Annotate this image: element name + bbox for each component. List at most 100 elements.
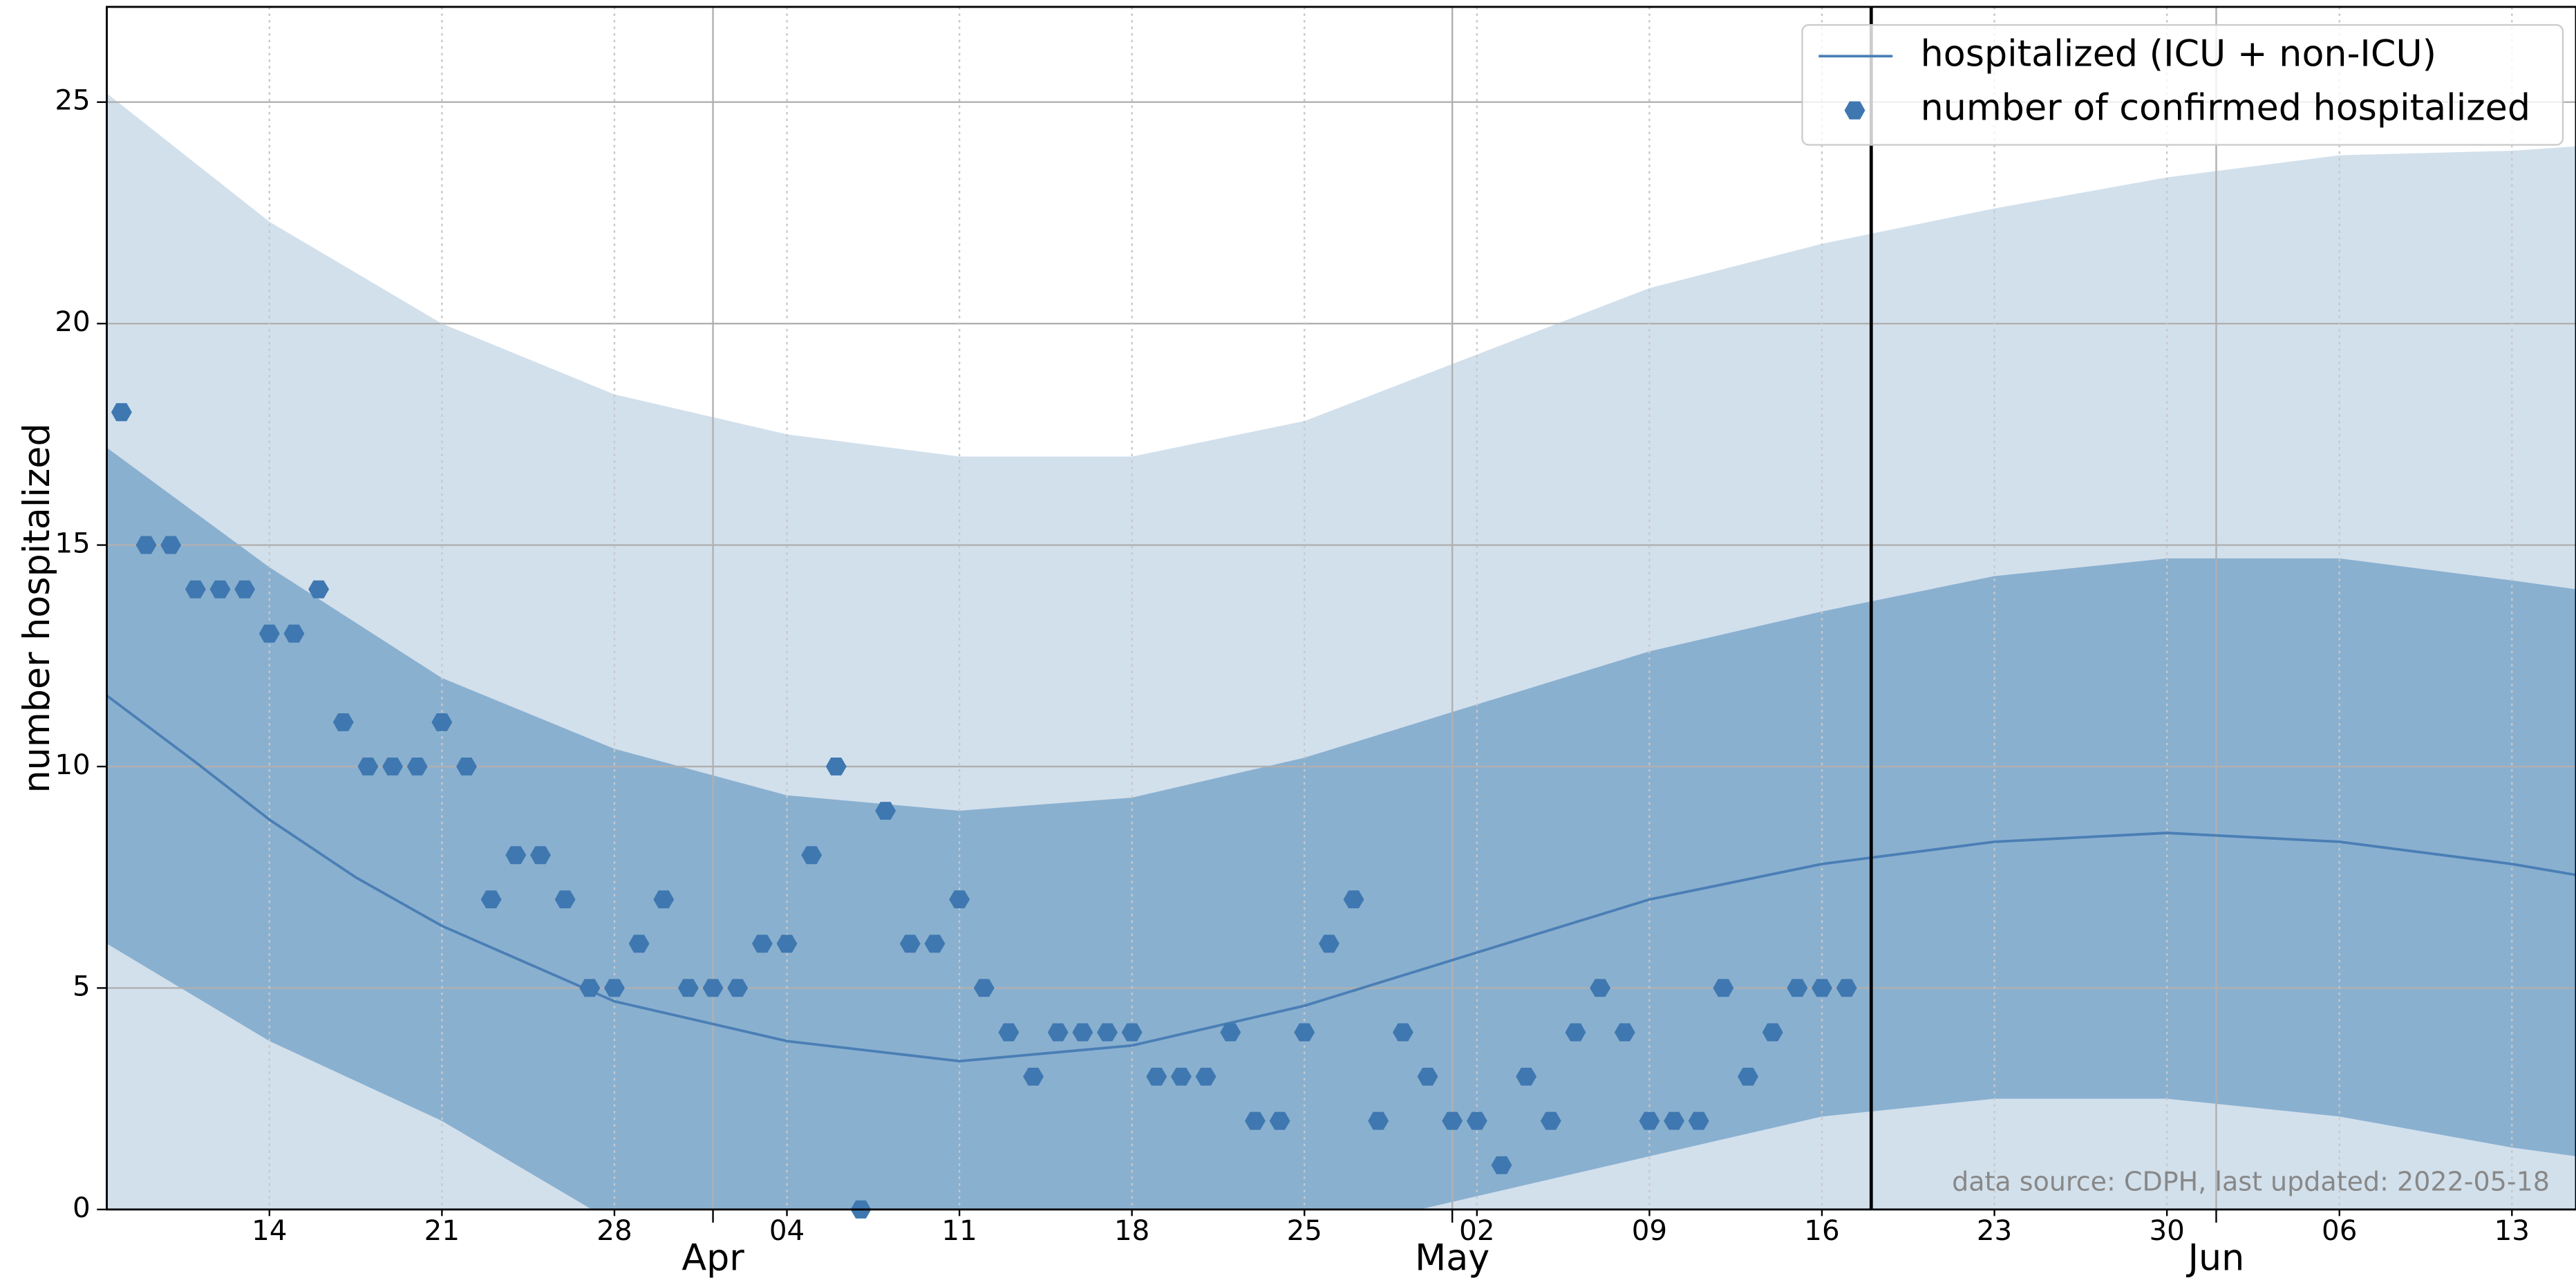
data-point — [1368, 1111, 1389, 1130]
x-tick-label: 11 — [941, 1214, 977, 1247]
data-point — [1294, 1023, 1315, 1042]
data-point — [1146, 1067, 1167, 1086]
x-tick-label: 09 — [1632, 1214, 1667, 1247]
legend-swatch — [1844, 101, 1865, 120]
data-point — [1688, 1111, 1709, 1130]
data-point — [1392, 1023, 1413, 1042]
y-tick-label: 25 — [55, 84, 90, 117]
data-point — [875, 802, 896, 820]
data-point — [1343, 890, 1364, 909]
data-point — [653, 890, 675, 909]
data-point — [357, 757, 379, 776]
data-point — [456, 757, 478, 776]
data-point — [505, 846, 527, 865]
data-point — [1023, 1067, 1044, 1086]
data-point — [1540, 1111, 1561, 1130]
data-point — [727, 979, 749, 997]
x-major-tick-label: Jun — [2186, 1237, 2245, 1279]
data-point — [998, 1023, 1019, 1042]
data-point — [283, 624, 305, 643]
data-point — [924, 934, 946, 953]
data-point — [1318, 934, 1339, 953]
y-tick-label: 5 — [73, 969, 91, 1002]
data-point — [431, 713, 453, 731]
data-point — [1836, 979, 1857, 997]
y-tick-label: 0 — [73, 1191, 91, 1224]
data-point — [406, 757, 428, 776]
legend-label: number of confirmed hospitalized — [1921, 87, 2530, 129]
x-major-tick-label: Apr — [681, 1237, 744, 1279]
annotation: data source: CDPH, last updated: 2022-05… — [1952, 1166, 2550, 1196]
x-tick-label: 06 — [2322, 1214, 2357, 1247]
data-point — [801, 846, 822, 865]
data-point — [1171, 1067, 1192, 1086]
data-point — [1614, 1023, 1635, 1042]
data-point — [1812, 979, 1832, 997]
data-point — [1664, 1111, 1685, 1130]
x-tick-label: 13 — [2494, 1214, 2530, 1247]
x-tick-label: 02 — [1459, 1214, 1494, 1247]
data-point — [677, 979, 699, 997]
data-point — [185, 580, 206, 599]
data-point — [702, 979, 724, 997]
data-point — [135, 536, 157, 554]
x-tick-label: 23 — [1977, 1214, 2012, 1247]
x-tick-label: 16 — [1804, 1214, 1839, 1247]
data-point — [603, 979, 625, 997]
data-point — [480, 890, 502, 909]
data-point — [1639, 1111, 1660, 1130]
data-point — [382, 757, 404, 776]
plot-area — [106, 6, 2576, 1210]
data-point — [1466, 1111, 1487, 1130]
data-point — [628, 934, 650, 953]
data-point — [1516, 1067, 1537, 1086]
x-tick-label: 30 — [2149, 1214, 2184, 1247]
data-point — [973, 979, 995, 997]
data-point — [1738, 1067, 1759, 1086]
confidence-band — [106, 447, 2576, 1210]
x-tick-label: 14 — [252, 1214, 287, 1247]
data-point — [1713, 979, 1734, 997]
data-point — [1269, 1111, 1290, 1130]
x-tick-label: 04 — [769, 1214, 805, 1247]
data-point — [332, 713, 354, 731]
data-point — [579, 979, 601, 997]
x-tick-label: 18 — [1114, 1214, 1149, 1247]
x-tick-label: 28 — [596, 1214, 632, 1247]
data-point — [949, 890, 970, 909]
data-point — [1244, 1111, 1266, 1130]
data-point — [258, 624, 280, 643]
data-point — [554, 890, 576, 909]
y-tick-label: 20 — [55, 305, 90, 338]
data-point — [530, 846, 551, 865]
data-point — [209, 580, 231, 599]
y-tick-label: 10 — [55, 748, 90, 781]
data-point — [825, 757, 847, 776]
data-point — [1072, 1023, 1093, 1042]
data-point — [899, 934, 921, 953]
data-point — [1220, 1023, 1241, 1042]
legend-label: hospitalized (ICU + non-ICU) — [1921, 32, 2436, 75]
data-point — [1590, 979, 1611, 997]
data-point — [1787, 979, 1808, 997]
data-point — [1417, 1067, 1438, 1086]
overlay: 0 5 10 15 20 25 14 21 28 04 11 18 25 02 09 16 23 30 06 13 Ap… — [55, 6, 2576, 1279]
data-point — [1097, 1023, 1118, 1042]
data-point — [1565, 1023, 1586, 1042]
data-point — [308, 580, 330, 599]
data-point — [160, 536, 182, 554]
axes-frame — [106, 6, 2576, 1211]
x-tick-label: 21 — [424, 1214, 460, 1247]
data-point — [1762, 1023, 1783, 1042]
y-tick-label: 15 — [55, 527, 90, 560]
y-axis-label: number hospitalized — [16, 423, 58, 793]
data-point — [234, 580, 256, 599]
data-point — [776, 934, 798, 953]
data-point — [751, 934, 773, 953]
data-point — [1195, 1067, 1216, 1086]
x-major-tick-label: May — [1415, 1237, 1489, 1279]
data-point — [1491, 1156, 1512, 1174]
legend-box — [1801, 24, 2564, 146]
